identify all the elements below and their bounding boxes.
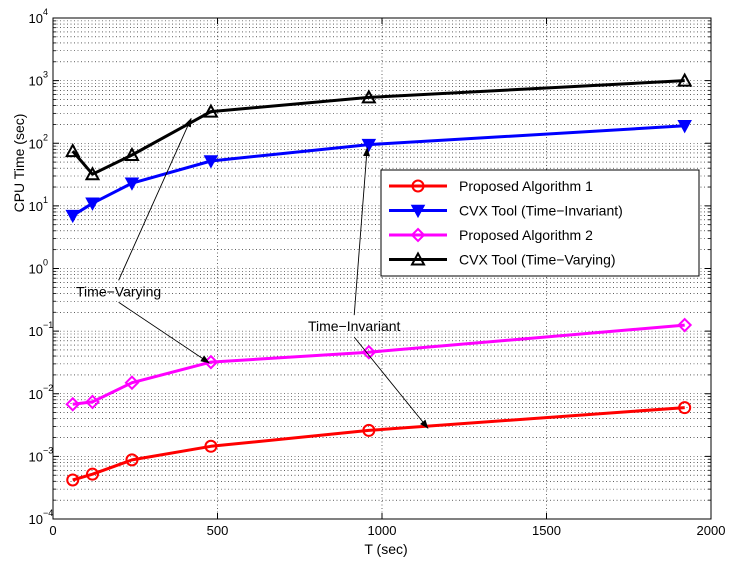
annotations: Time−Varying Time−Invariant (76, 117, 429, 429)
x-axis-label: T (sec) (364, 541, 407, 557)
y-tick-label: 10 (29, 387, 43, 402)
legend-label: CVX Tool (Time−Invariant) (459, 203, 623, 219)
data-point (65, 396, 81, 412)
data-point (361, 89, 377, 104)
y-tick-label: 10 (29, 512, 43, 527)
data-point (65, 209, 81, 224)
legend-entry-3: CVX Tool (Time−Varying) (389, 251, 616, 268)
y-tick-label: 10 (29, 74, 43, 89)
legend-marker (410, 204, 426, 219)
y-tick-label: 10 (29, 136, 43, 151)
data-point (678, 401, 692, 415)
legend-entry-1: CVX Tool (Time−Invariant) (389, 203, 623, 219)
y-tick-exponent: 2 (43, 132, 48, 142)
data-point (125, 453, 139, 467)
series-line (71, 124, 685, 217)
y-tick-label: 10 (29, 199, 43, 214)
series-1 (65, 120, 692, 224)
x-tick-label: 0 (49, 523, 56, 538)
x-tick-label: 500 (207, 523, 229, 538)
data-point (124, 146, 140, 161)
legend-marker (410, 227, 426, 243)
y-tick-label: 10 (29, 449, 43, 464)
series-3 (65, 72, 693, 181)
y-tick-exponent: 3 (43, 70, 48, 80)
x-tick-label: 1000 (368, 523, 397, 538)
data-point (203, 155, 219, 169)
data-point (66, 473, 80, 487)
annotation-arrow (353, 336, 429, 429)
annotation-arrow (118, 117, 192, 281)
y-tick-exponent: 1 (43, 195, 48, 205)
y-axis-label: CPU Time (sec) (11, 114, 27, 213)
series-line (72, 323, 685, 406)
data-point (124, 177, 140, 191)
y-tick-exponent: −1 (43, 320, 53, 330)
y-tick-exponent: −3 (43, 445, 53, 455)
annotation-1: Time−Invariant (308, 147, 429, 429)
annotation-text: Time−Invariant (308, 318, 401, 334)
x-tick-label: 2000 (697, 523, 726, 538)
data-point (361, 138, 377, 153)
y-tick-exponent: 0 (43, 258, 48, 268)
y-tick-label: 10 (29, 11, 43, 26)
x-tick-label: 1500 (532, 523, 561, 538)
data-point (204, 439, 218, 453)
y-tick-label: 10 (29, 324, 43, 339)
legend-label: CVX Tool (Time−Varying) (459, 252, 616, 268)
legend-entry-0: Proposed Algorithm 1 (389, 178, 593, 194)
annotation-text: Time−Varying (76, 283, 161, 299)
data-point (362, 423, 376, 437)
y-tick-exponent: −2 (43, 383, 53, 393)
data-point (84, 166, 101, 181)
series-line (71, 79, 685, 176)
annotation-arrow (118, 301, 210, 364)
data-point (676, 72, 693, 87)
data-point (124, 375, 140, 391)
y-tick-exponent: −4 (43, 508, 53, 518)
legend-label: Proposed Algorithm 1 (459, 178, 593, 194)
annotation-0: Time−Varying (76, 117, 210, 364)
data-point (677, 120, 692, 134)
y-tick-label: 10 (29, 262, 43, 277)
data-point (65, 142, 81, 158)
data-point (85, 394, 100, 410)
data-point (85, 467, 99, 481)
data-point (203, 103, 219, 118)
legend: Proposed Algorithm 1 CVX Tool (Time−Invar… (380, 169, 700, 277)
data-point (677, 317, 693, 333)
legend-marker (410, 251, 426, 266)
legend-label: Proposed Algorithm 2 (459, 227, 593, 243)
legend-marker (411, 179, 425, 193)
data-point (85, 197, 100, 211)
annotation-arrow (353, 147, 371, 316)
y-tick-exponent: 4 (43, 7, 48, 17)
legend-entry-2: Proposed Algorithm 2 (389, 227, 593, 243)
